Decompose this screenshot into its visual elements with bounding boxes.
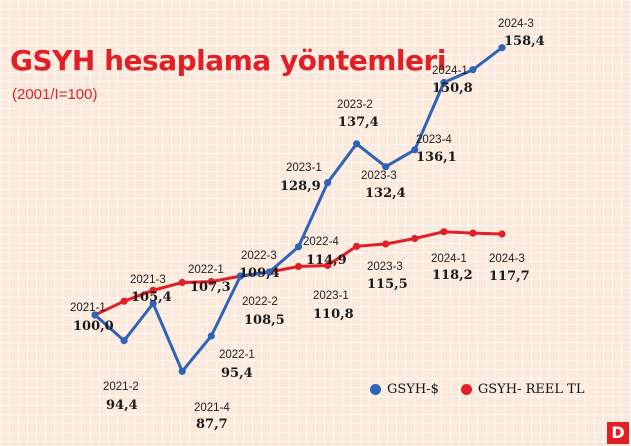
data-point-real-2023-1 [324,261,332,270]
value-label-2021-3: 105,4 [131,290,172,305]
value-label-2024-1: 118,2 [432,268,473,283]
data-point-usd-2022-4 [294,243,303,251]
legend-label-real: GSYH- REEL TL [477,382,585,397]
period-label-2024-3: 2024-3 [498,18,534,30]
data-point-real-2022-1 [207,278,215,286]
value-label-2023-1: 110,8 [313,307,354,322]
data-point-usd-2023-2 [353,140,361,148]
data-point-real-2023-3 [382,240,390,248]
period-label-2024-1: 2024-1 [432,65,468,77]
period-label-2023-2: 2023-2 [337,99,373,111]
data-point-real-2021-4 [178,278,186,287]
value-label-2023-3: 132,4 [365,186,406,201]
legend: GSYH-$ GSYH- REEL TL [370,382,584,397]
value-label-2022-1: 95,4 [221,366,253,381]
data-point-usd-2023-1 [324,179,332,187]
data-point-real-2021-2 [120,297,128,305]
value-label-2022-2: 108,5 [244,313,285,328]
period-label-2023-4: 2023-4 [416,134,452,146]
data-point-real-2023-4 [411,234,419,243]
value-label-2021-4: 87,7 [196,417,228,432]
legend-label-usd: GSYH-$ [387,382,439,397]
data-point-usd-2023-3 [382,163,390,171]
period-label-2021-3: 2021-3 [130,274,166,286]
value-label-2023-1: 128,9 [280,179,321,194]
chart-title: GSYH hesaplama yöntemleri [10,44,446,77]
data-point-real-2023-2 [353,242,361,250]
period-label-2022-3: 2022-3 [241,250,277,262]
series-line-usd [93,46,504,373]
period-label-2023-3: 2023-3 [367,261,403,273]
data-point-real-2021-3 [149,286,157,294]
period-label-2021-4: 2021-4 [194,402,230,414]
data-point-real-2024-2 [469,229,477,237]
legend-swatch-usd [370,384,381,395]
value-label-2024-3: 117,7 [489,269,530,284]
data-point-usd-2021-2 [120,337,128,345]
data-point-usd-2024-2 [469,66,477,74]
data-point-usd-2022-1 [207,332,215,340]
period-label-2023-3: 2023-3 [361,170,397,182]
data-point-usd-2024-3 [498,44,506,52]
value-label-2023-2: 137,4 [338,115,379,130]
value-label-2022-1: 107,3 [190,280,231,295]
period-label-2024-1: 2024-1 [431,253,467,265]
period-label-2023-1: 2023-1 [286,162,322,174]
period-label-2023-1: 2023-1 [313,290,349,302]
data-point-usd-2022-2 [236,272,244,280]
value-label-2022-4: 114,9 [306,253,347,268]
data-point-usd-2024-1 [440,78,448,87]
data-point-real-2024-3 [498,230,506,238]
legend-item-usd: GSYH-$ [370,382,439,397]
value-label-2023-4: 136,1 [416,150,457,165]
data-point-usd-2023-4 [411,146,419,154]
data-point-real-2024-1 [440,228,448,236]
legend-swatch-real [460,384,472,395]
period-label-2022-1: 2022-1 [219,349,255,361]
value-label-2024-3: 158,4 [504,34,545,49]
value-label-2021-2: 94,4 [106,398,138,413]
data-point-real-2022-4 [294,262,303,271]
period-label-2022-4: 2022-4 [303,236,339,248]
publisher-logo: D [607,422,629,444]
data-point-usd-2021-1 [91,311,99,319]
legend-item-real: GSYH- REEL TL [460,382,585,397]
value-label-2023-3: 115,5 [367,277,408,292]
value-label-2024-1: 150,8 [432,81,473,96]
period-label-2022-2: 2022-2 [242,296,278,308]
chart-subtitle: (2001/I=100) [12,86,98,103]
data-point-usd-2021-4 [178,367,186,375]
value-label-2022-3: 109,4 [239,266,280,281]
period-label-2024-3: 2024-3 [489,253,525,265]
period-label-2021-1: 2021-1 [70,302,106,314]
value-label-2021-1: 100,0 [73,319,114,334]
data-point-usd-2022-3 [265,268,273,276]
period-label-2022-1: 2022-1 [188,264,224,276]
period-label-2021-2: 2021-2 [103,381,139,393]
data-point-usd-2021-3 [149,299,157,308]
